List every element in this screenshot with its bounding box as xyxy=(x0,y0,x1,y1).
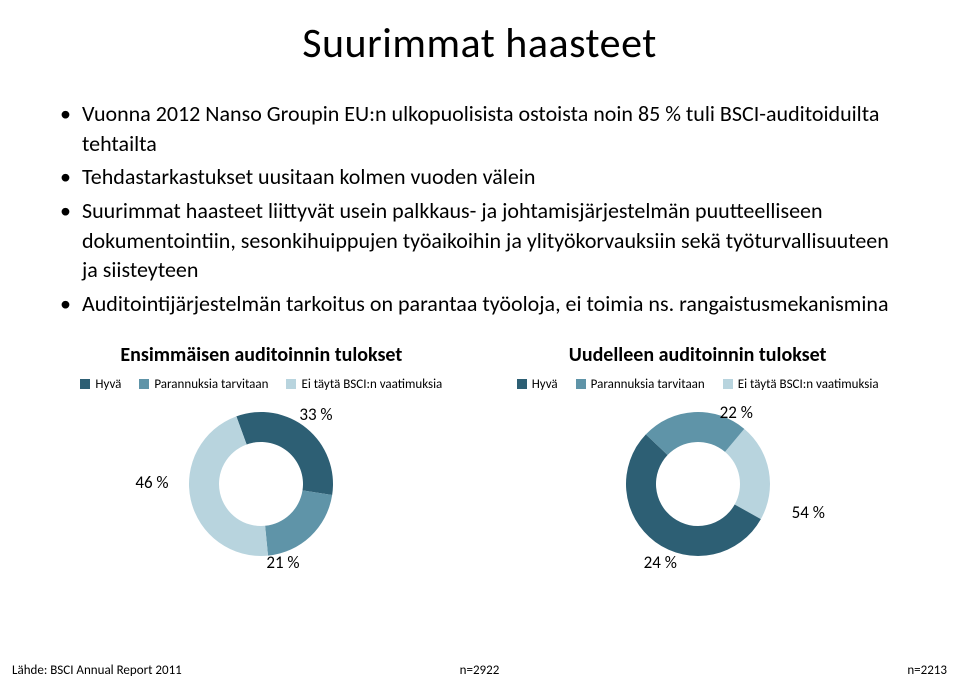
donut-pct-label: 54 % xyxy=(792,502,825,523)
bullet-item: Auditointijärjestelmän tarkoitus on para… xyxy=(60,289,909,319)
donut-pct-label: 46 % xyxy=(135,472,168,493)
swatch-good-icon xyxy=(80,379,90,389)
chart-left: Ensimmäisen auditoinnin tulokset Hyvä Pa… xyxy=(60,343,463,572)
legend-label: Parannuksia tarvitaan xyxy=(154,377,268,392)
donut-pct-label: 33 % xyxy=(299,404,332,425)
footer: Lähde: BSCI Annual Report 2011 n=2922 n=… xyxy=(12,663,947,678)
slide-title: Suurimmat haasteet xyxy=(50,18,909,69)
legend-item-improve: Parannuksia tarvitaan xyxy=(576,377,705,392)
donut-right: 22 % 54 % 24 % xyxy=(568,402,828,572)
donut-pct-label: 24 % xyxy=(644,552,677,573)
donut-slice-improve xyxy=(265,490,332,555)
legend-label: Ei täytä BSCI:n vaatimuksia xyxy=(738,377,879,392)
swatch-fail-icon xyxy=(286,379,296,389)
bullet-item: Vuonna 2012 Nanso Groupin EU:n ulkopuoli… xyxy=(60,99,909,158)
donut-pct-label: 22 % xyxy=(720,402,753,423)
legend-item-fail: Ei täytä BSCI:n vaatimuksia xyxy=(286,377,442,392)
donut-pct-label: 21 % xyxy=(266,552,299,573)
bullet-list: Vuonna 2012 Nanso Groupin EU:n ulkopuoli… xyxy=(60,99,909,319)
chart-left-legend: Hyvä Parannuksia tarvitaan Ei täytä BSCI… xyxy=(80,377,442,392)
chart-right-title: Uudelleen auditoinnin tulokset xyxy=(569,343,827,367)
legend-label: Parannuksia tarvitaan xyxy=(591,377,705,392)
swatch-good-icon xyxy=(517,379,527,389)
swatch-fail-icon xyxy=(723,379,733,389)
legend-item-improve: Parannuksia tarvitaan xyxy=(139,377,268,392)
footer-source: Lähde: BSCI Annual Report 2011 xyxy=(12,663,182,678)
bullet-item: Suurimmat haasteet liittyvät usein palkk… xyxy=(60,196,909,285)
chart-right: Uudelleen auditoinnin tulokset Hyvä Para… xyxy=(496,343,899,572)
chart-left-title: Ensimmäisen auditoinnin tulokset xyxy=(120,343,402,367)
chart-right-legend: Hyvä Parannuksia tarvitaan Ei täytä BSCI… xyxy=(517,377,879,392)
footer-n-right: n=2213 xyxy=(907,663,947,678)
legend-item-fail: Ei täytä BSCI:n vaatimuksia xyxy=(723,377,879,392)
legend-item-good: Hyvä xyxy=(517,377,558,392)
bullet-item: Tehdastarkastukset uusitaan kolmen vuode… xyxy=(60,162,909,192)
footer-n-left: n=2922 xyxy=(460,663,500,678)
legend-label: Ei täytä BSCI:n vaatimuksia xyxy=(301,377,442,392)
charts-row: Ensimmäisen auditoinnin tulokset Hyvä Pa… xyxy=(50,343,909,572)
swatch-improve-icon xyxy=(139,379,149,389)
legend-label: Hyvä xyxy=(95,377,121,392)
donut-left: 46 % 33 % 21 % xyxy=(131,402,391,572)
swatch-improve-icon xyxy=(576,379,586,389)
legend-label: Hyvä xyxy=(532,377,558,392)
legend-item-good: Hyvä xyxy=(80,377,121,392)
